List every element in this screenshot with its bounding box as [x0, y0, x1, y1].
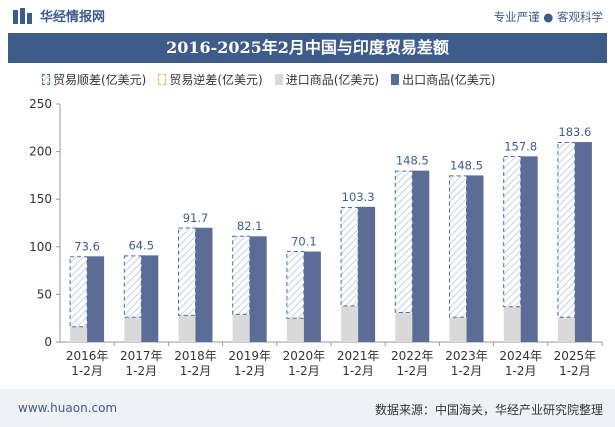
y-tick-label: 200	[29, 145, 52, 159]
surplus-bar	[69, 256, 88, 328]
import-bar	[124, 317, 142, 342]
footer-source: 数据来源：中国海关，华经产业研究院整理	[374, 403, 603, 417]
surplus-bar	[340, 206, 359, 307]
top-bar: 华经情报网 专业严谨 ● 客观科学	[0, 0, 615, 30]
surplus-data-label: 82.1	[237, 219, 263, 233]
surplus-bar	[503, 156, 522, 308]
surplus-data-label: 64.5	[128, 238, 154, 252]
x-tick-label: 1-2月	[234, 364, 266, 378]
surplus-data-label: 183.6	[558, 125, 591, 139]
y-tick-label: 100	[29, 240, 52, 254]
footer: www.huaon.com 数据来源：中国海关，华经产业研究院整理	[0, 389, 615, 427]
legend-item-export: 出口商品(亿美元)	[391, 71, 496, 88]
export-bar	[466, 175, 484, 342]
legend-label-import: 进口商品(亿美元)	[285, 73, 380, 87]
legend-swatch-surplus	[42, 74, 50, 85]
surplus-bar	[557, 141, 576, 318]
export-bar	[141, 255, 159, 342]
surplus-bar	[286, 250, 305, 319]
brand-logo-icon	[13, 7, 32, 24]
export-bar	[303, 251, 321, 342]
x-tick-label: 1-2月	[396, 364, 428, 378]
x-tick-label: 1-2月	[71, 364, 103, 378]
footer-website: www.huaon.com	[18, 401, 118, 415]
x-tick-label: 1-2月	[125, 364, 157, 378]
import-bar	[395, 312, 413, 342]
surplus-data-label: 148.5	[450, 158, 483, 172]
brand: 华经情报网	[12, 6, 105, 25]
y-tick-label: 50	[37, 287, 52, 301]
brand-name: 华经情报网	[40, 10, 106, 25]
x-tick-label: 1-2月	[342, 364, 374, 378]
import-bar	[286, 318, 304, 342]
x-tick-label: 2024年	[499, 349, 542, 363]
import-bar	[70, 326, 88, 342]
legend-swatch-deficit	[158, 74, 167, 85]
import-bar	[232, 314, 250, 342]
export-bar	[87, 256, 105, 342]
export-bar	[358, 206, 376, 342]
chart-title: 2016-2025年2月中国与印度贸易差额	[8, 33, 607, 63]
x-tick-label: 2017年	[120, 349, 163, 363]
legend-item-surplus: 贸易顺差(亿美元)	[42, 71, 146, 88]
export-bar	[574, 142, 592, 342]
y-tick-label: 250	[29, 97, 52, 111]
export-bar	[249, 236, 267, 342]
y-tick-label: 0	[44, 335, 52, 349]
surplus-data-label: 91.7	[183, 211, 209, 225]
export-bar	[520, 156, 538, 342]
legend-item-deficit: 贸易逆差(亿美元)	[158, 71, 263, 88]
legend-swatch-export	[391, 74, 400, 85]
legend-label-export: 出口商品(亿美元)	[402, 73, 496, 87]
import-bar	[341, 305, 359, 342]
surplus-bar	[394, 170, 413, 313]
y-tick-label: 150	[29, 192, 52, 206]
import-bar	[503, 306, 521, 342]
x-tick-label: 2020年	[283, 349, 326, 363]
legend-swatch-import	[274, 74, 283, 85]
x-tick-label: 1-2月	[451, 364, 483, 378]
surplus-data-label: 70.1	[291, 234, 317, 248]
surplus-bar	[449, 175, 467, 318]
legend-item-import: 进口商品(亿美元)	[274, 71, 380, 88]
x-tick-label: 1-2月	[288, 364, 320, 378]
legend-label-surplus: 贸易顺差(亿美元)	[53, 73, 147, 87]
legend-label-deficit: 贸易逆差(亿美元)	[169, 73, 263, 87]
x-tick-label: 2021年	[337, 349, 380, 363]
x-tick-label: 1-2月	[505, 364, 537, 378]
surplus-data-label: 103.3	[342, 190, 375, 204]
x-tick-label: 1-2月	[180, 364, 212, 378]
surplus-bar	[123, 255, 142, 318]
chart-legend: 贸易顺差(亿美元) 贸易逆差(亿美元) 进口商品(亿美元) 出口商品(亿美元)	[42, 71, 508, 88]
surplus-data-label: 148.5	[396, 154, 429, 168]
surplus-bar	[178, 227, 196, 316]
import-bar	[449, 317, 467, 342]
x-tick-label: 2018年	[174, 349, 217, 363]
export-bar	[195, 227, 213, 342]
import-bar	[557, 317, 575, 342]
surplus-bar	[232, 235, 251, 315]
x-tick-label: 2019年	[228, 349, 271, 363]
import-bar	[178, 315, 196, 342]
x-tick-label: 2025年	[554, 349, 597, 363]
export-bar	[412, 170, 430, 342]
x-tick-label: 2023年	[445, 349, 488, 363]
surplus-data-label: 157.8	[504, 139, 537, 153]
tagline: 专业严谨 ● 客观科学	[493, 10, 603, 24]
x-tick-label: 2016年	[66, 349, 109, 363]
x-tick-label: 1-2月	[559, 364, 591, 378]
x-tick-label: 2022年	[391, 349, 434, 363]
surplus-data-label: 73.6	[74, 239, 100, 253]
